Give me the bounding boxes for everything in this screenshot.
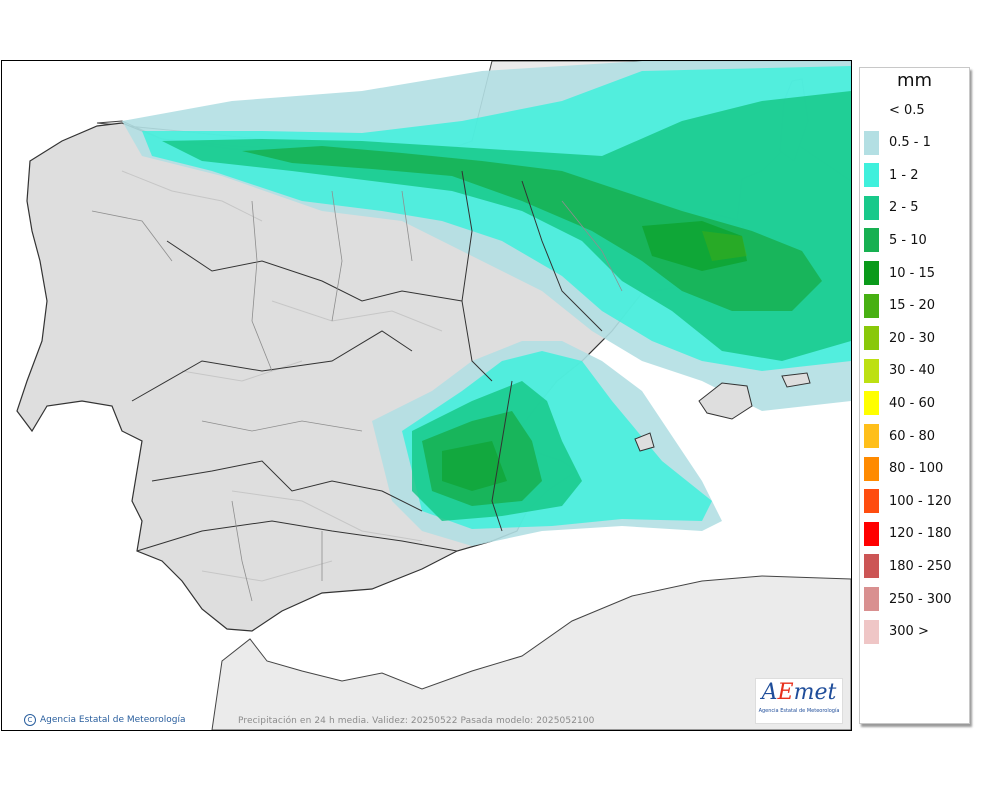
legend-label: 2 - 5 (889, 200, 919, 216)
legend-item: 100 - 120 (864, 489, 952, 514)
legend-label: 180 - 250 (889, 558, 952, 574)
legend-item: 60 - 80 (864, 424, 935, 448)
africa-landmass (211, 575, 851, 730)
region-boundaries (131, 170, 603, 552)
legend-swatch (864, 293, 879, 318)
legend-item: 120 - 180 (864, 521, 952, 546)
legend-label: 15 - 20 (889, 298, 936, 314)
legend-swatch (864, 456, 879, 481)
legend-swatch (864, 228, 879, 253)
map-canvas (16, 61, 851, 730)
legend-item: 5 - 10 (864, 228, 927, 253)
precipitation-map: C Agencia Estatal de Meteorología Precip… (1, 60, 852, 731)
province-lines (91, 190, 623, 602)
legend-label: 1 - 2 (889, 167, 919, 183)
legend-item: 80 - 100 (864, 456, 944, 481)
legend-label: 300 > (889, 624, 929, 640)
legend-item: 10 - 15 (864, 261, 935, 285)
agency-credit: C Agencia Estatal de Meteorología (24, 714, 186, 726)
map-caption: Precipitación en 24 h media. Validez: 20… (238, 716, 595, 726)
legend-swatch (864, 326, 879, 351)
legend-swatch (864, 358, 879, 383)
legend-swatch (864, 391, 879, 416)
legend-label: 40 - 60 (889, 395, 936, 411)
legend-label: 100 - 120 (889, 493, 952, 509)
ibiza (634, 432, 655, 452)
legend-label: 10 - 15 (889, 265, 936, 281)
legend-label: < 0.5 (889, 102, 925, 118)
legend-swatch (864, 619, 879, 644)
legend-swatch (864, 163, 879, 188)
legend-item: 2 - 5 (864, 195, 919, 220)
precip-fields (122, 61, 851, 546)
legend-item: 40 - 60 (864, 391, 936, 416)
legend-swatch (864, 130, 879, 155)
legend-item: 180 - 250 (864, 554, 952, 579)
legend-item: 20 - 30 (864, 326, 936, 351)
legend: mm < 0.5 0.5 - 1 1 - 2 2 - 5 5 - 10 10 - 15 15… (859, 67, 970, 724)
legend-item: 15 - 20 (864, 293, 936, 318)
legend-swatch (864, 489, 879, 514)
legend-label: 30 - 40 (889, 363, 936, 379)
legend-swatch (864, 587, 879, 611)
legend-swatch (864, 261, 879, 285)
legend-unit: mm (896, 70, 933, 91)
legend-swatch (864, 424, 879, 448)
legend-swatch (864, 195, 879, 220)
legend-item: < 0.5 (864, 98, 925, 122)
mallorca (698, 382, 753, 420)
legend-item: 300 > (864, 619, 929, 644)
legend-item: 30 - 40 (864, 358, 936, 383)
legend-label: 5 - 10 (889, 232, 927, 248)
legend-label: 0.5 - 1 (889, 135, 931, 151)
legend-label: 120 - 180 (889, 526, 952, 542)
agency-credit-text: Agencia Estatal de Meteorología (40, 715, 186, 725)
legend-label: 20 - 30 (889, 330, 936, 346)
legend-item: 250 - 300 (864, 587, 952, 611)
aemet-logo: AEmet Agencia Estatal de Meteorología (755, 678, 843, 724)
legend-item: 1 - 2 (864, 163, 919, 188)
copyright-icon: C (24, 714, 36, 726)
legend-swatch (864, 98, 879, 122)
menorca (781, 372, 811, 388)
legend-label: 250 - 300 (889, 591, 952, 607)
legend-label: 60 - 80 (889, 428, 936, 444)
legend-swatch (864, 554, 879, 579)
legend-swatch (864, 521, 879, 546)
legend-label: 80 - 100 (889, 461, 944, 477)
legend-item: 0.5 - 1 (864, 130, 931, 155)
